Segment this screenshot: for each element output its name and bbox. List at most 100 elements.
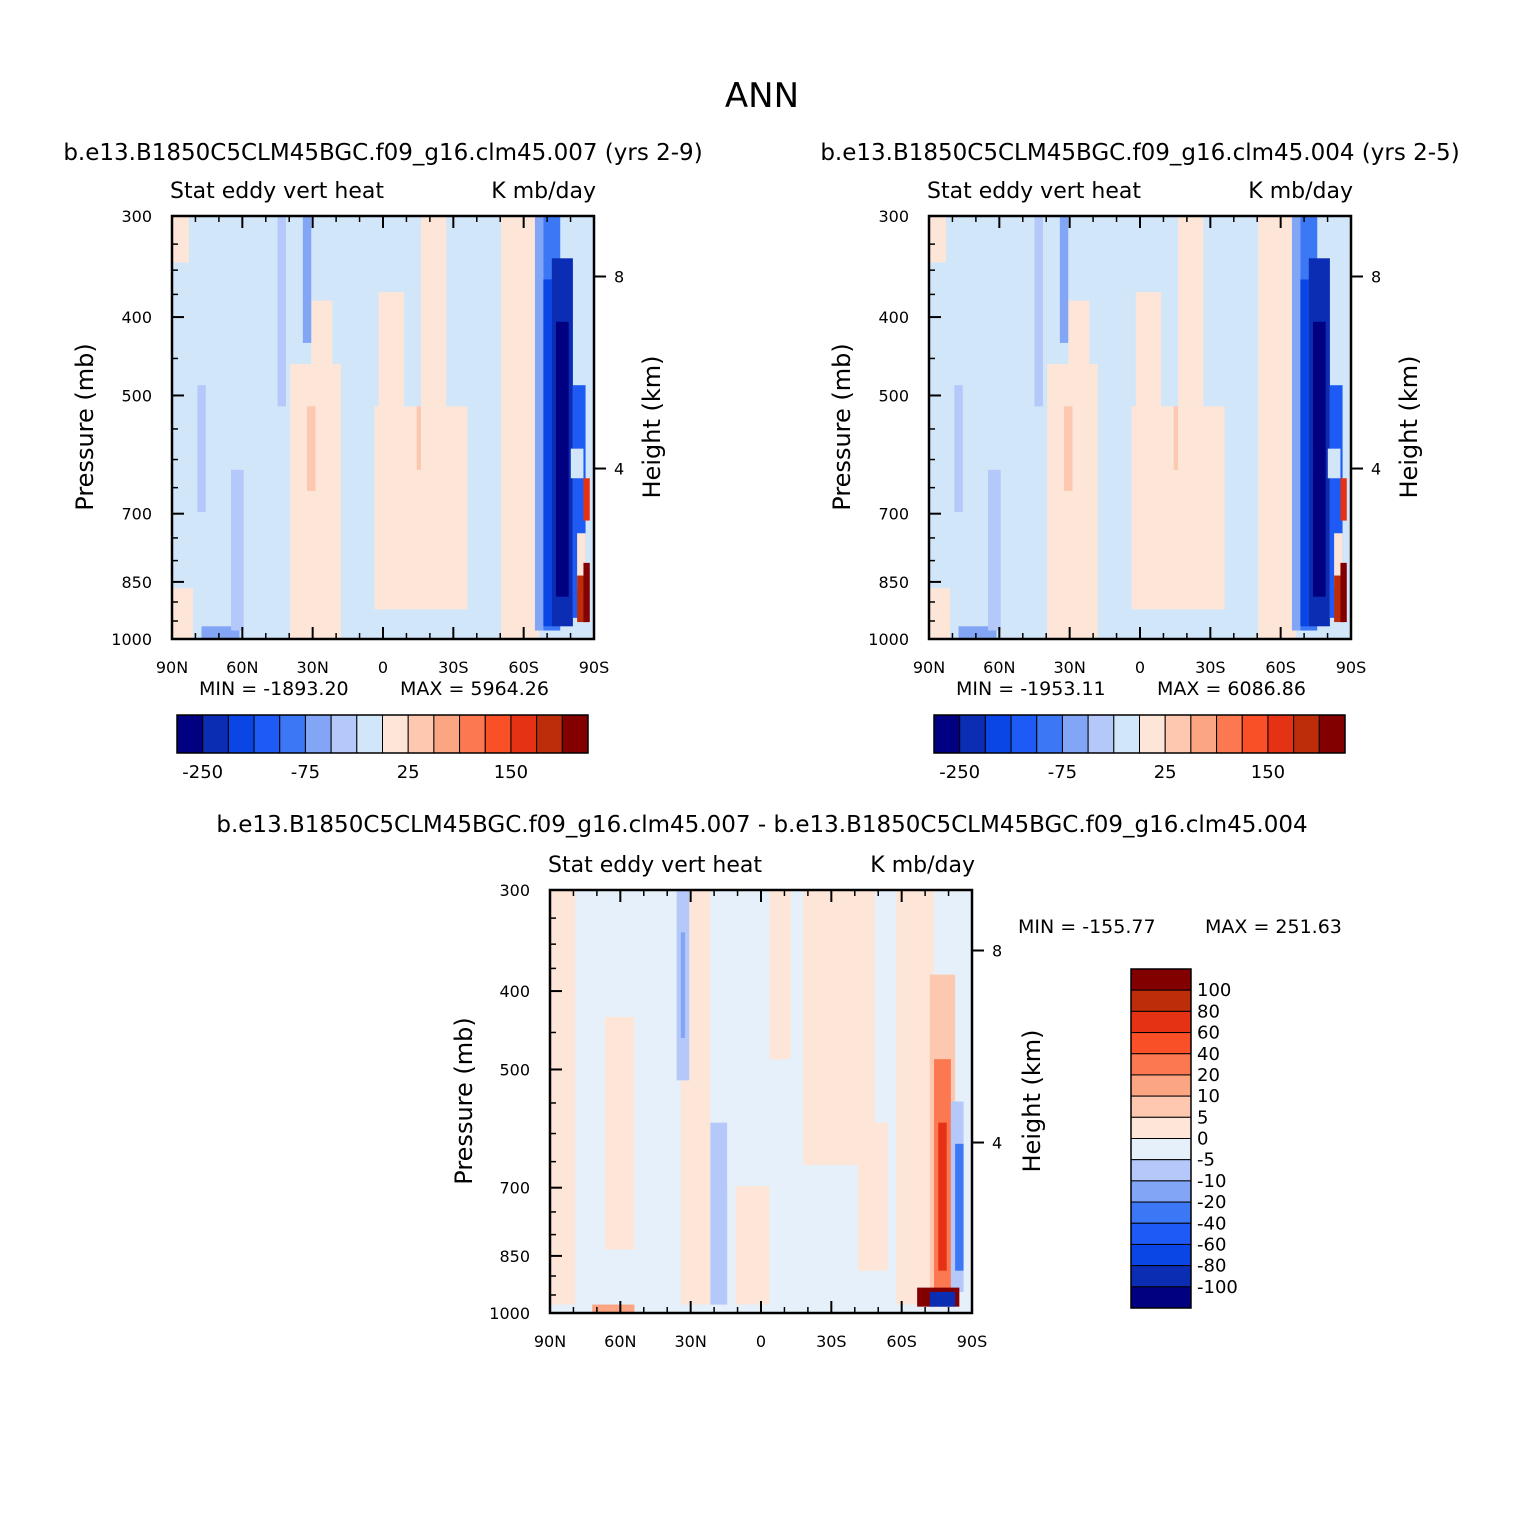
min-label: MIN = -1893.20 xyxy=(199,678,349,700)
colorbar-label: 25 xyxy=(1154,762,1177,783)
colorbar-swatch xyxy=(253,714,281,754)
field-region xyxy=(955,1143,964,1271)
field-region xyxy=(929,216,946,263)
field-region xyxy=(172,588,194,639)
field-region xyxy=(1340,478,1347,521)
panel-title: b.e13.B1850C5CLM45BGC.f09_g16.clm45.004 … xyxy=(820,140,1459,166)
x-tick-label: 60N xyxy=(983,658,1015,677)
field-region xyxy=(680,932,686,1039)
x-tick-label: 30S xyxy=(1195,658,1226,677)
panel-title: b.e13.B1850C5CLM45BGC.f09_g16.clm45.007 … xyxy=(216,812,1307,838)
x-tick-label: 0 xyxy=(378,658,388,677)
min-label: MIN = -155.77 xyxy=(1018,916,1156,938)
colorbar-swatch xyxy=(1318,714,1346,754)
colorbar-label: 100 xyxy=(1197,980,1231,1001)
colorbar-label: -10 xyxy=(1197,1171,1226,1192)
colorbar-label: -60 xyxy=(1197,1234,1226,1255)
field-region xyxy=(604,1016,635,1250)
field-region xyxy=(1177,216,1204,407)
units-label: K mb/day xyxy=(491,179,596,204)
panel-title: b.e13.B1850C5CLM45BGC.f09_g16.clm45.007 … xyxy=(63,140,702,166)
y-tick-label: 850 xyxy=(878,573,909,592)
colorbar-swatch xyxy=(1267,714,1295,754)
colorbar-label: -75 xyxy=(1048,762,1077,783)
x-tick-label: 30S xyxy=(438,658,469,677)
colorbar-swatch xyxy=(382,714,409,754)
y-tick-label: 300 xyxy=(121,207,152,226)
colorbar-frame xyxy=(1130,968,1192,1309)
colorbar-label: -40 xyxy=(1197,1213,1226,1234)
colorbar-swatch xyxy=(279,714,306,754)
field-region xyxy=(1334,533,1343,589)
field-region xyxy=(929,588,951,639)
y-tick-label: 400 xyxy=(499,982,530,1001)
field-region xyxy=(577,533,586,589)
colorbar-swatch xyxy=(459,714,486,754)
y-tick-label: 850 xyxy=(121,573,152,592)
x-tick-label: 90S xyxy=(957,1332,988,1351)
field-region xyxy=(311,300,333,479)
y-tick-label: 700 xyxy=(878,505,909,524)
field-region xyxy=(929,1291,956,1307)
field-region xyxy=(954,385,963,513)
colorbar-swatch xyxy=(933,714,961,754)
field-region xyxy=(1313,321,1326,597)
field-region xyxy=(1334,575,1345,623)
x-tick-label: 30N xyxy=(1054,658,1086,677)
x-tick-label: 60N xyxy=(604,1332,636,1351)
colorbar-swatch xyxy=(561,714,589,754)
colorbar-swatch xyxy=(484,714,512,754)
colorbar-swatch xyxy=(433,714,461,754)
colorbar-swatch xyxy=(959,714,986,754)
field-region xyxy=(988,469,1001,631)
x-tick-label: 60S xyxy=(886,1332,917,1351)
colorbar-swatch xyxy=(1130,1116,1192,1139)
field-region xyxy=(556,321,569,597)
x-tick-label: 90N xyxy=(534,1332,566,1351)
colorbar-label: -20 xyxy=(1197,1192,1226,1213)
colorbar-swatch xyxy=(227,714,255,754)
height-tick-label: 4 xyxy=(1371,460,1381,479)
y-tick-label: 700 xyxy=(121,505,152,524)
field-region xyxy=(710,1122,728,1305)
y-tick-label: 400 xyxy=(121,308,152,327)
panel-007: b.e13.B1850C5CLM45BGC.f09_g16.clm45.007 … xyxy=(63,140,702,783)
colorbar-label: 20 xyxy=(1197,1065,1220,1086)
y-tick-label: 300 xyxy=(499,881,530,900)
height-tick-label: 4 xyxy=(614,460,624,479)
x-tick-label: 60N xyxy=(226,658,258,677)
field-region xyxy=(803,890,875,1165)
field-region xyxy=(550,890,576,1305)
field-region xyxy=(534,216,544,631)
field-region xyxy=(197,385,206,513)
colorbar-label: -5 xyxy=(1197,1150,1215,1171)
x-tick-label: 30N xyxy=(297,658,329,677)
field-region xyxy=(896,890,935,1305)
variable-label: Stat eddy vert heat xyxy=(170,179,384,204)
colorbar-frame xyxy=(933,714,1346,754)
x-tick-label: 90N xyxy=(913,658,945,677)
y-axis-label: Pressure (mb) xyxy=(71,343,99,510)
y-tick-label: 1000 xyxy=(489,1304,530,1323)
y-tick-label: 400 xyxy=(878,308,909,327)
field-region xyxy=(1068,300,1090,479)
colorbar: -250 -75 25 150 xyxy=(933,714,1346,783)
x-tick-label: 0 xyxy=(1135,658,1145,677)
height-tick-label: 8 xyxy=(1371,267,1381,286)
field-region xyxy=(958,626,997,639)
colorbar-swatch xyxy=(536,714,563,754)
colorbar-swatch xyxy=(1130,1286,1192,1309)
x-tick-label: 90S xyxy=(579,658,610,677)
colorbar-swatch xyxy=(176,714,204,754)
colorbar-swatch xyxy=(1113,714,1140,754)
y-tick-label: 500 xyxy=(878,386,909,405)
colorbar-swatch xyxy=(304,714,332,754)
variable-label: Stat eddy vert heat xyxy=(548,853,762,878)
colorbar-swatch xyxy=(510,714,538,754)
colorbar-swatch xyxy=(202,714,229,754)
x-tick-label: 60S xyxy=(1265,658,1296,677)
field-region xyxy=(769,890,791,1060)
x-tick-label: 90N xyxy=(156,658,188,677)
colorbar-swatch xyxy=(1130,1222,1192,1245)
